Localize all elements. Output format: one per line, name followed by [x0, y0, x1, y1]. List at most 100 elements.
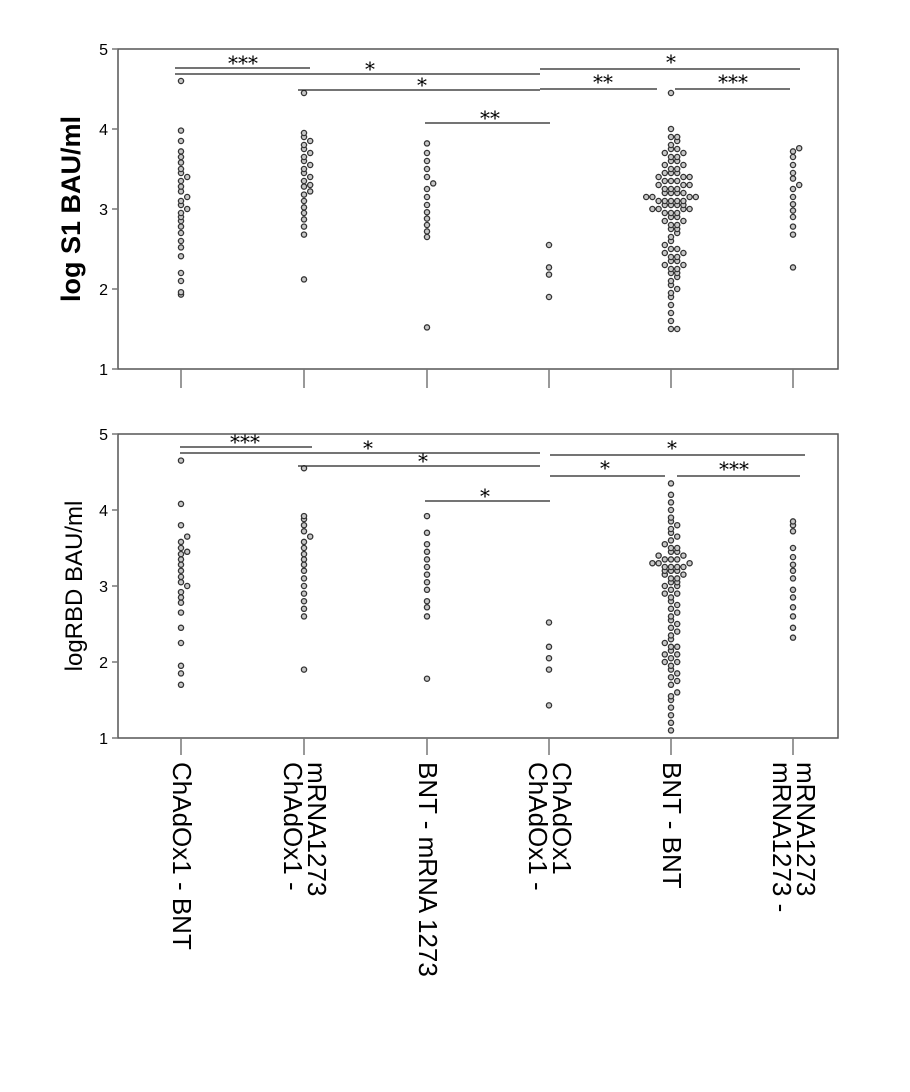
data-point — [692, 193, 700, 201]
data-point — [545, 654, 553, 662]
data-point — [673, 556, 681, 563]
data-point — [545, 643, 553, 651]
data-point — [300, 191, 308, 198]
data-point — [789, 613, 797, 620]
data-point — [673, 197, 681, 205]
data-point — [177, 544, 185, 552]
data-point — [673, 601, 681, 609]
data-point — [300, 165, 308, 173]
data-point — [667, 506, 675, 514]
data-point — [667, 301, 675, 309]
data-point — [423, 228, 431, 235]
data-point — [423, 597, 431, 605]
data-point — [177, 183, 185, 190]
data-point — [789, 213, 797, 221]
data-point — [673, 245, 681, 253]
data-point — [667, 141, 675, 149]
data-point — [680, 261, 687, 269]
data-point — [300, 209, 308, 217]
data-point — [667, 245, 675, 253]
data-point — [667, 605, 675, 613]
data-point — [183, 193, 191, 201]
data-point — [545, 702, 553, 709]
data-point — [300, 561, 308, 568]
data-point — [667, 681, 675, 689]
data-point — [667, 221, 675, 229]
data-point — [789, 567, 797, 575]
significance-label: *** — [228, 51, 258, 75]
data-point — [673, 533, 681, 540]
data-point — [673, 285, 681, 293]
data-point — [667, 480, 675, 487]
data-point — [300, 567, 308, 575]
data-point — [667, 575, 675, 582]
data-point — [300, 141, 308, 149]
data-point — [673, 521, 681, 529]
data-point — [667, 317, 675, 325]
data-point — [177, 599, 185, 606]
data-point — [177, 670, 185, 677]
data-point — [177, 588, 185, 596]
significance-label: * — [365, 57, 375, 81]
data-point — [680, 552, 687, 559]
data-point — [177, 538, 185, 546]
data-point — [673, 643, 681, 651]
data-point — [667, 289, 675, 297]
data-point — [300, 216, 308, 223]
y-tick-label: 5 — [99, 42, 108, 59]
data-point — [423, 149, 431, 157]
data-point — [183, 548, 191, 556]
data-point — [300, 276, 308, 283]
data-point — [686, 559, 693, 567]
data-point — [673, 265, 681, 273]
y-tick-label: 3 — [99, 202, 108, 219]
category-label: ChAdOx1 - — [523, 762, 553, 891]
data-point — [680, 563, 687, 571]
data-point — [667, 563, 675, 571]
data-point — [789, 223, 797, 230]
data-point — [300, 605, 308, 613]
data-point — [177, 556, 185, 563]
data-point — [789, 193, 797, 201]
data-point — [789, 561, 797, 568]
data-point — [423, 578, 431, 586]
data-point — [423, 233, 431, 241]
data-point — [177, 594, 185, 601]
data-point — [423, 571, 431, 578]
data-point — [661, 556, 669, 563]
data-point — [423, 675, 431, 682]
data-point — [667, 309, 675, 317]
data-point — [686, 205, 693, 213]
data-point — [673, 209, 681, 217]
data-point — [177, 237, 185, 245]
data-point — [667, 165, 675, 173]
data-point — [673, 563, 681, 571]
data-point — [177, 624, 185, 632]
data-point — [649, 193, 656, 201]
y-tick-label: 1 — [99, 731, 108, 748]
data-point — [300, 556, 308, 563]
data-point — [177, 77, 185, 85]
data-point — [667, 89, 675, 97]
data-point — [661, 197, 669, 205]
data-point — [423, 604, 431, 611]
data-point — [667, 153, 675, 161]
data-point — [423, 173, 431, 181]
data-point — [306, 533, 314, 540]
data-point — [667, 556, 675, 563]
data-point — [667, 586, 675, 594]
data-point — [673, 628, 681, 635]
y-axis-label: log S1 BAU/ml — [56, 116, 86, 302]
data-point — [423, 563, 431, 571]
data-point — [661, 590, 669, 597]
data-point — [300, 550, 308, 558]
data-point — [545, 666, 553, 673]
data-point — [423, 512, 431, 520]
data-point — [667, 643, 675, 651]
data-point — [667, 325, 675, 333]
data-point — [423, 201, 431, 209]
significance-label: * — [666, 50, 676, 74]
data-point — [423, 193, 431, 201]
